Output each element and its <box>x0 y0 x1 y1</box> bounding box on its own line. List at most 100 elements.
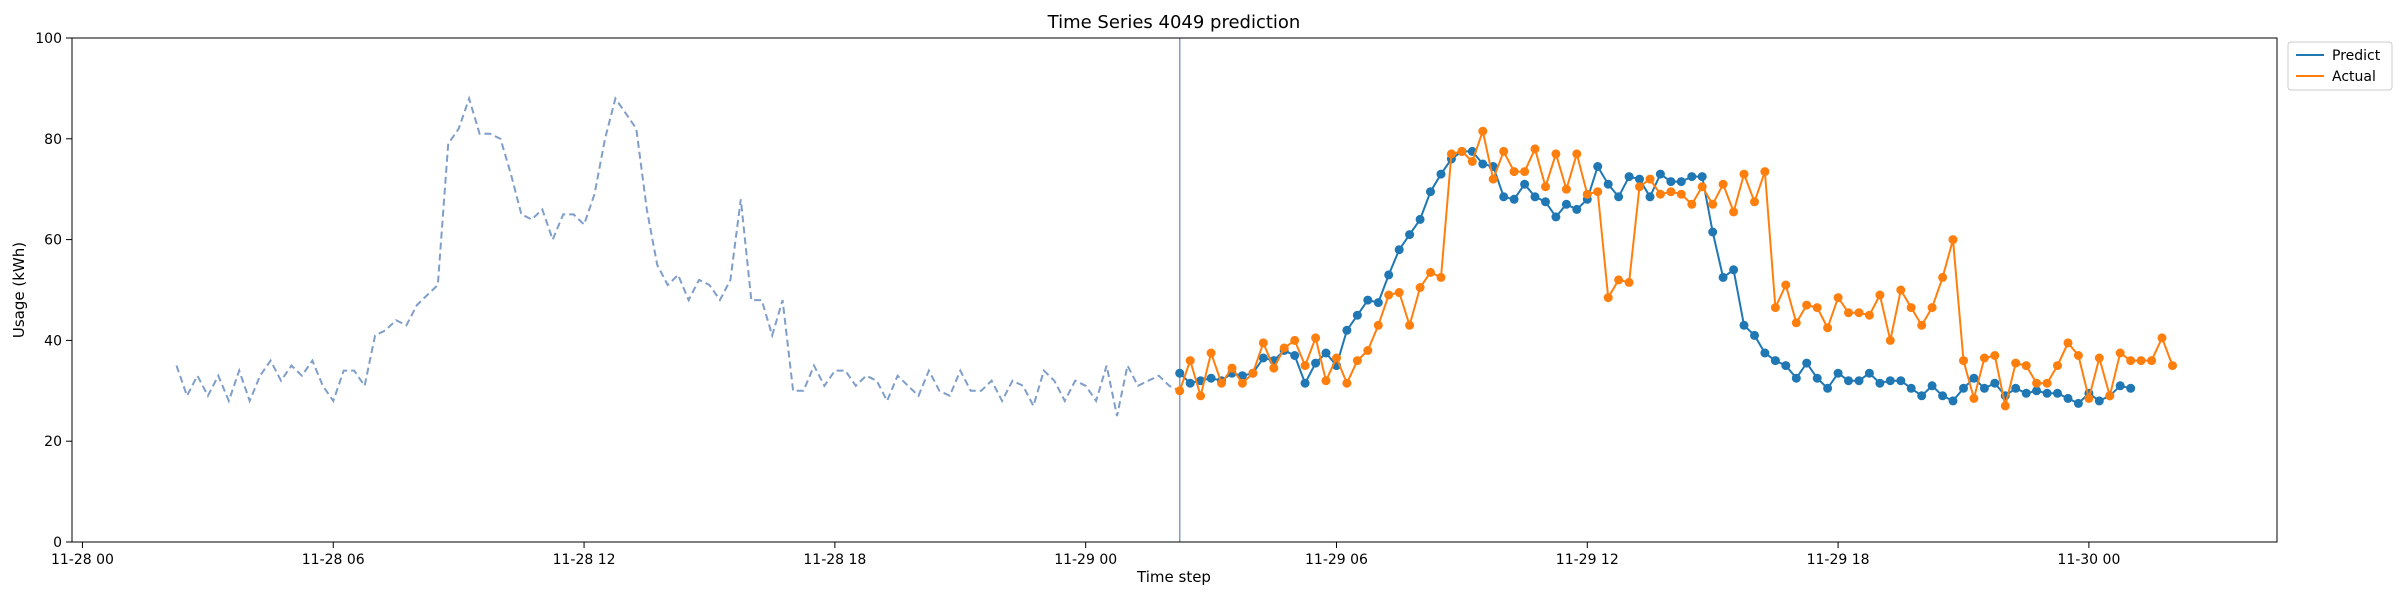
actual-point <box>1760 167 1770 177</box>
predict-point <box>1530 192 1540 202</box>
predict-point <box>1833 368 1843 378</box>
predict-point <box>1352 310 1362 320</box>
actual-point <box>1258 338 1268 348</box>
actual-point <box>1185 356 1195 366</box>
predict-point <box>1948 396 1958 406</box>
predict-point <box>1321 348 1331 358</box>
actual-point <box>1854 308 1864 318</box>
actual-point <box>1499 146 1509 156</box>
predict-point <box>1478 159 1488 169</box>
plot-frame <box>71 37 2278 543</box>
actual-point <box>1300 361 1310 371</box>
actual-point <box>2063 338 2073 348</box>
actual-point <box>1666 187 1676 197</box>
actual-point <box>1729 207 1739 217</box>
actual-point <box>1906 303 1916 313</box>
predict-point <box>1885 376 1895 386</box>
predict-point <box>2094 396 2104 406</box>
actual-point <box>1844 308 1853 318</box>
predict-point <box>1342 325 1352 335</box>
actual-point <box>1802 300 1812 310</box>
actual-point <box>1979 353 1989 363</box>
actual-point <box>1896 285 1906 295</box>
predict-point <box>1687 172 1697 182</box>
predict-point <box>1415 214 1425 224</box>
predict-point <box>1541 197 1550 207</box>
x-tick-label: 11-28 06 <box>302 552 365 568</box>
x-tick-label: 11-29 18 <box>1807 552 1870 568</box>
predict-point <box>1561 199 1571 209</box>
actual-point <box>1572 149 1582 159</box>
actual-point <box>1781 280 1791 290</box>
x-tick-label: 11-29 06 <box>1305 552 1368 568</box>
actual-point <box>1885 335 1895 345</box>
predict-point <box>2021 388 2031 398</box>
actual-point <box>2000 401 2010 411</box>
predict-point <box>1614 192 1624 202</box>
predict-point <box>1959 383 1968 393</box>
actual-point <box>1582 189 1592 199</box>
actual-point <box>2032 378 2042 388</box>
legend-label-actual: Actual <box>2332 69 2376 85</box>
actual-point <box>1561 184 1571 194</box>
predict-point <box>1718 272 1728 282</box>
actual-point <box>2168 361 2177 371</box>
actual-point <box>1614 275 1624 285</box>
actual-point <box>1405 320 1415 330</box>
actual-point <box>1593 187 1603 197</box>
predict-point <box>1405 230 1415 240</box>
x-tick-label: 11-30 00 <box>2057 552 2120 568</box>
actual-point <box>1373 320 1383 330</box>
actual-point <box>1635 182 1644 192</box>
actual-point <box>1175 386 1185 396</box>
predict-point <box>1896 376 1906 386</box>
predict-point <box>2073 398 2083 408</box>
y-tick-label: 40 <box>44 333 62 349</box>
predict-point <box>1875 378 1885 388</box>
predict-point <box>1426 187 1435 197</box>
actual-point <box>1290 335 1300 345</box>
actual-point <box>1864 310 1874 320</box>
x-axis: 11-28 00 11-28 06 11-28 12 11-28 18 11-29 00… <box>51 542 2120 568</box>
actual-point <box>2157 333 2167 343</box>
actual-point <box>1551 149 1561 159</box>
predict-point <box>1729 265 1739 275</box>
predict-point <box>1520 179 1530 189</box>
predict-point <box>1572 204 1582 214</box>
actual-point <box>2105 391 2115 401</box>
actual-point <box>1227 363 1237 373</box>
actual-point <box>1436 272 1446 282</box>
series-actual <box>1175 126 2177 411</box>
actual-point <box>1196 391 1206 401</box>
actual-point <box>1520 167 1530 177</box>
actual-point <box>1530 144 1540 154</box>
actual-point <box>1959 356 1968 366</box>
actual-point <box>1655 189 1665 199</box>
actual-point <box>2042 378 2052 388</box>
actual-point <box>1311 333 1321 343</box>
actual-point <box>2147 356 2157 366</box>
predict-point <box>1509 194 1519 204</box>
actual-point <box>1415 283 1425 292</box>
actual-point <box>1791 318 1801 328</box>
actual-point <box>2136 356 2146 366</box>
actual-point <box>1217 378 1226 388</box>
actual-point <box>1812 303 1822 313</box>
actual-point <box>1676 189 1686 199</box>
actual-point <box>1718 179 1728 189</box>
predict-point <box>2053 388 2062 398</box>
predict-point <box>1697 172 1707 182</box>
actual-point <box>1708 199 1718 209</box>
actual-point <box>1833 293 1843 303</box>
actual-point <box>1457 146 1467 156</box>
predict-point <box>1655 169 1665 179</box>
actual-point <box>1687 199 1697 209</box>
predict-point <box>1373 298 1383 308</box>
x-tick-label: 11-28 18 <box>803 552 866 568</box>
actual-point <box>1206 348 1216 358</box>
x-tick-label: 11-28 00 <box>51 552 114 568</box>
predict-point <box>1394 245 1404 255</box>
predict-point <box>1708 227 1718 237</box>
actual-point <box>1352 356 1362 366</box>
x-tick-label: 11-29 12 <box>1556 552 1619 568</box>
